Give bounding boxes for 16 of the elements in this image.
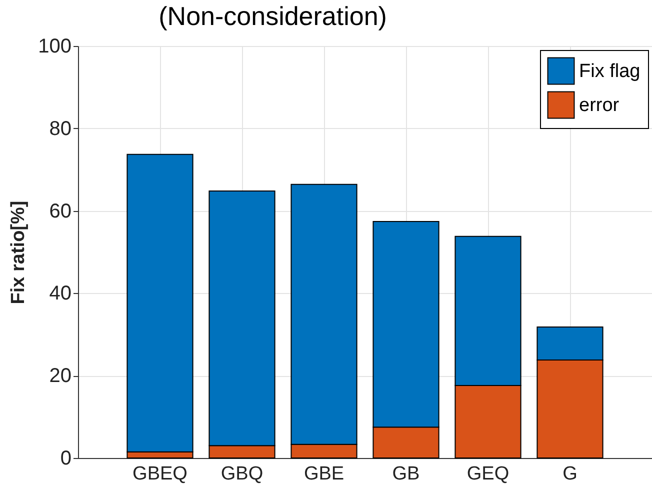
- y-tick-label: 100: [38, 36, 72, 58]
- y-tick-label: 0: [60, 448, 72, 470]
- x-tick-label: G: [562, 464, 578, 484]
- x-tick-label: GBEQ: [132, 464, 188, 484]
- x-tick-label: GBE: [304, 464, 344, 484]
- y-tick-label: 60: [49, 200, 72, 222]
- y-tick-label: 20: [49, 365, 72, 388]
- x-tick-label: GB: [392, 464, 420, 484]
- x-tick-label: GEQ: [466, 464, 510, 484]
- legend-label: Fix flag: [579, 61, 640, 82]
- chart-title: (Non-consideration): [158, 1, 387, 31]
- y-tick-label: 80: [49, 118, 72, 140]
- legend-label: error: [579, 95, 620, 116]
- y-tick-label: 40: [49, 282, 72, 305]
- x-tick-label: GBQ: [220, 464, 264, 484]
- y-axis-title: Fix ratio[%]: [8, 200, 30, 304]
